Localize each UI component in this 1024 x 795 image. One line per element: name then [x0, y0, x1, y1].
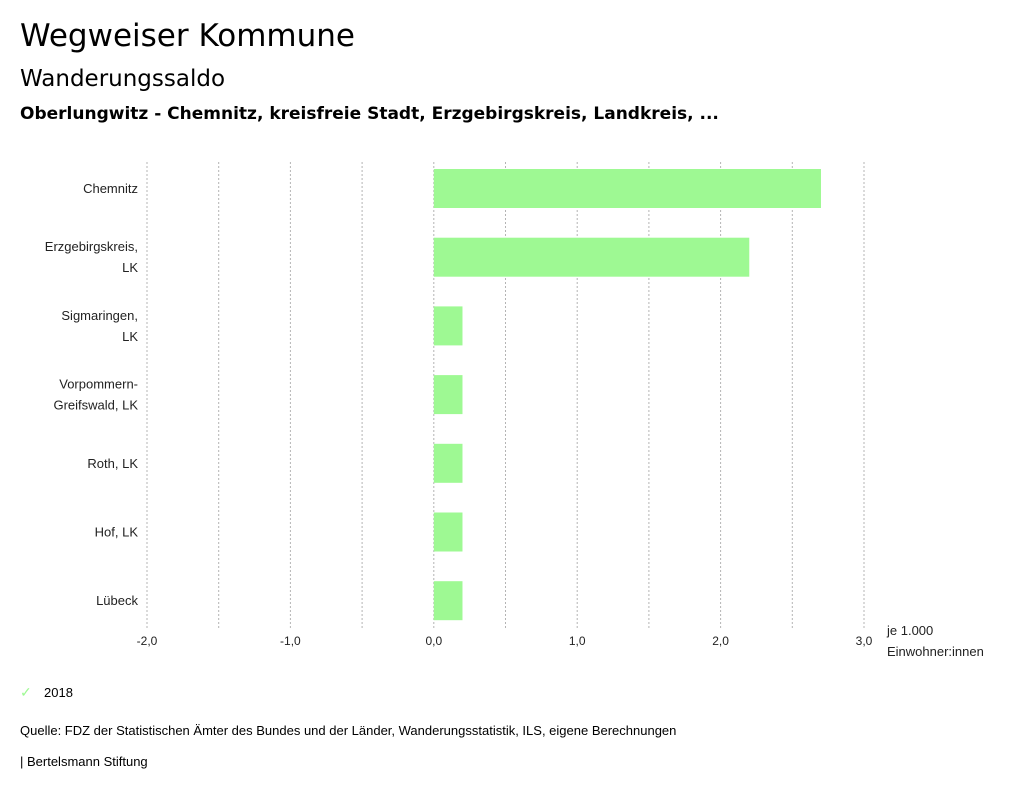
brand-note: | Bertelsmann Stiftung — [20, 754, 148, 769]
legend[interactable]: ✓ 2018 — [20, 684, 73, 701]
category-label: Greifswald, LK — [53, 398, 138, 413]
bar — [433, 237, 750, 277]
bar — [433, 375, 463, 415]
category-label: Lübeck — [96, 593, 138, 608]
category-label: Sigmaringen, — [61, 308, 138, 323]
category-label: LK — [122, 329, 138, 344]
bar — [433, 169, 821, 208]
x-tick-label: 2,0 — [712, 634, 729, 648]
page-title: Wegweiser Kommune — [20, 18, 355, 54]
x-axis-label: je 1.000 — [886, 623, 933, 638]
category-label: Erzgebirgskreis, — [45, 239, 138, 254]
category-label: Chemnitz — [83, 181, 138, 196]
x-tick-label: 3,0 — [856, 634, 873, 648]
legend-label: 2018 — [44, 685, 73, 700]
category-label: Roth, LK — [87, 456, 138, 471]
bar-chart: Chemnitz Erzgebirgskreis, LK Sigmaringen, LK… — [45, 162, 984, 659]
chart-context: Oberlungwitz - Chemnitz, kreisfreie Stad… — [20, 104, 719, 124]
x-axis-label: Einwohner:innen — [887, 644, 984, 659]
category-label: Hof, LK — [95, 525, 139, 540]
bar — [433, 443, 463, 483]
category-label: Vorpommern- — [59, 377, 138, 392]
bar — [433, 306, 463, 346]
bar — [433, 581, 463, 621]
x-tick-label: -1,0 — [280, 634, 301, 648]
x-tick-label: -2,0 — [137, 634, 158, 648]
category-label: LK — [122, 260, 138, 275]
bar — [433, 512, 463, 552]
x-tick-label: 0,0 — [425, 634, 442, 648]
chart-subtitle: Wanderungssaldo — [20, 66, 226, 92]
x-tick-label: 1,0 — [569, 634, 586, 648]
source-note: Quelle: FDZ der Statistischen Ämter des … — [20, 723, 677, 738]
check-icon: ✓ — [20, 684, 32, 700]
